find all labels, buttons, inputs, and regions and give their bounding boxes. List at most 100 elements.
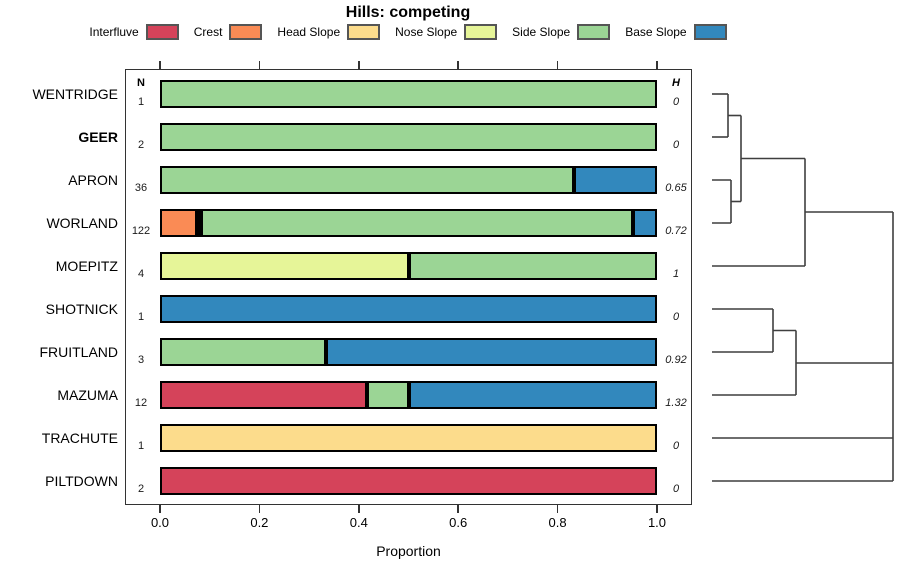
legend-swatch [693,24,727,40]
x-tick-top [457,61,459,69]
x-tick-top [656,61,658,69]
bar-row [160,381,657,409]
y-axis-label: WORLAND [46,215,118,231]
bar-segment-side-slope [160,338,326,366]
x-tick-top [556,61,559,69]
x-tick-bottom [556,505,559,513]
legend-label: Nose Slope [395,25,458,39]
n-value: 2 [137,139,145,151]
bar-row [160,295,657,323]
y-axis-label: WENTRIDGE [32,86,118,102]
y-axis-label: MAZUMA [57,387,118,403]
bar-segment-side-slope [160,80,657,108]
bar-segment-nose-slope [160,252,409,280]
legend-item: Interfluve [89,24,179,40]
bar-row [160,338,657,366]
bar-segment-side-slope [160,166,574,194]
plot-box [125,69,692,505]
legend-label: Head Slope [277,25,341,39]
x-tick-label: 0.4 [349,515,368,530]
x-axis-title: Proportion [376,543,441,559]
legend-item: Crest [194,24,263,40]
legend-label: Side Slope [512,25,571,39]
legend-item: Head Slope [277,24,381,40]
x-tick-top [159,61,161,69]
bar-row [160,123,657,151]
x-tick-bottom [159,505,161,513]
bar-segment-side-slope [409,252,657,280]
legend: Interfluve Crest Head Slope Nose Slope Side … [0,24,816,40]
h-value: 1.32 [665,397,687,409]
legend-label: Interfluve [89,25,139,39]
legend-item: Side Slope [512,24,611,40]
bar-segment-head-slope [197,209,201,237]
n-value: 36 [134,182,148,194]
bar-row [160,80,657,108]
x-tick-label: 1.0 [647,515,667,530]
h-value: 1 [672,268,680,280]
legend-swatch [347,24,381,40]
bar-row [160,209,657,237]
h-column-header: H [672,77,680,89]
bar-segment-base-slope [409,381,657,409]
legend-label: Crest [193,25,223,39]
bar-row [160,252,657,280]
h-value: 0 [672,483,680,495]
bar-segment-interfluve [160,467,657,495]
bar-segment-head-slope [160,424,657,452]
h-value: 0.72 [665,225,687,237]
n-value: 12 [134,397,148,409]
bar-segment-base-slope [326,338,657,366]
x-tick-bottom [258,505,261,513]
chart-title: Hills: competing [345,4,471,21]
x-tick-top [258,61,261,69]
y-axis-label: TRACHUTE [41,430,118,446]
bar-segment-side-slope [201,209,633,237]
legend-item: Base Slope [625,24,727,40]
legend-swatch [145,24,179,40]
h-value: 0 [672,440,680,452]
bar-segment-base-slope [574,166,657,194]
legend-swatch [229,24,263,40]
n-column-header: N [137,77,145,89]
x-tick-bottom [656,505,658,513]
x-tick-top [358,61,360,69]
x-tick-label: 0.2 [250,515,269,530]
bar-segment-interfluve [160,381,367,409]
x-tick-label: 0.8 [548,515,567,530]
h-value: 0.65 [665,182,687,194]
y-axis-label: MOEPITZ [55,258,118,274]
h-value: 0 [672,96,680,108]
x-tick-label: 0.0 [150,515,170,530]
bar-segment-base-slope [160,295,657,323]
legend-item: Nose Slope [395,24,498,40]
n-value: 4 [137,268,145,280]
bar-row [160,166,657,194]
x-tick-bottom [457,505,459,513]
h-value: 0 [672,311,680,323]
y-axis-label: FRUITLAND [39,344,118,360]
x-tick-bottom [358,505,360,513]
y-axis-label: PILTDOWN [45,473,118,489]
bar-row [160,424,657,452]
h-value: 0 [672,139,680,151]
n-value: 1 [137,96,145,108]
legend-swatch [577,24,611,40]
y-axis-label: SHOTNICK [45,301,118,317]
legend-swatch [464,24,498,40]
y-axis-label: APRON [68,172,118,188]
bar-segment-crest [160,209,197,237]
legend-label: Base Slope [625,25,687,39]
bar-segment-side-slope [160,123,657,151]
n-value: 2 [137,483,145,495]
n-value: 122 [131,225,151,237]
y-axis-label: GEER [78,129,118,145]
n-value: 3 [137,354,145,366]
bar-row [160,467,657,495]
bar-segment-base-slope [633,209,657,237]
bar-segment-side-slope [367,381,409,409]
x-tick-label: 0.6 [449,515,468,530]
n-value: 1 [137,440,145,452]
n-value: 1 [137,311,145,323]
